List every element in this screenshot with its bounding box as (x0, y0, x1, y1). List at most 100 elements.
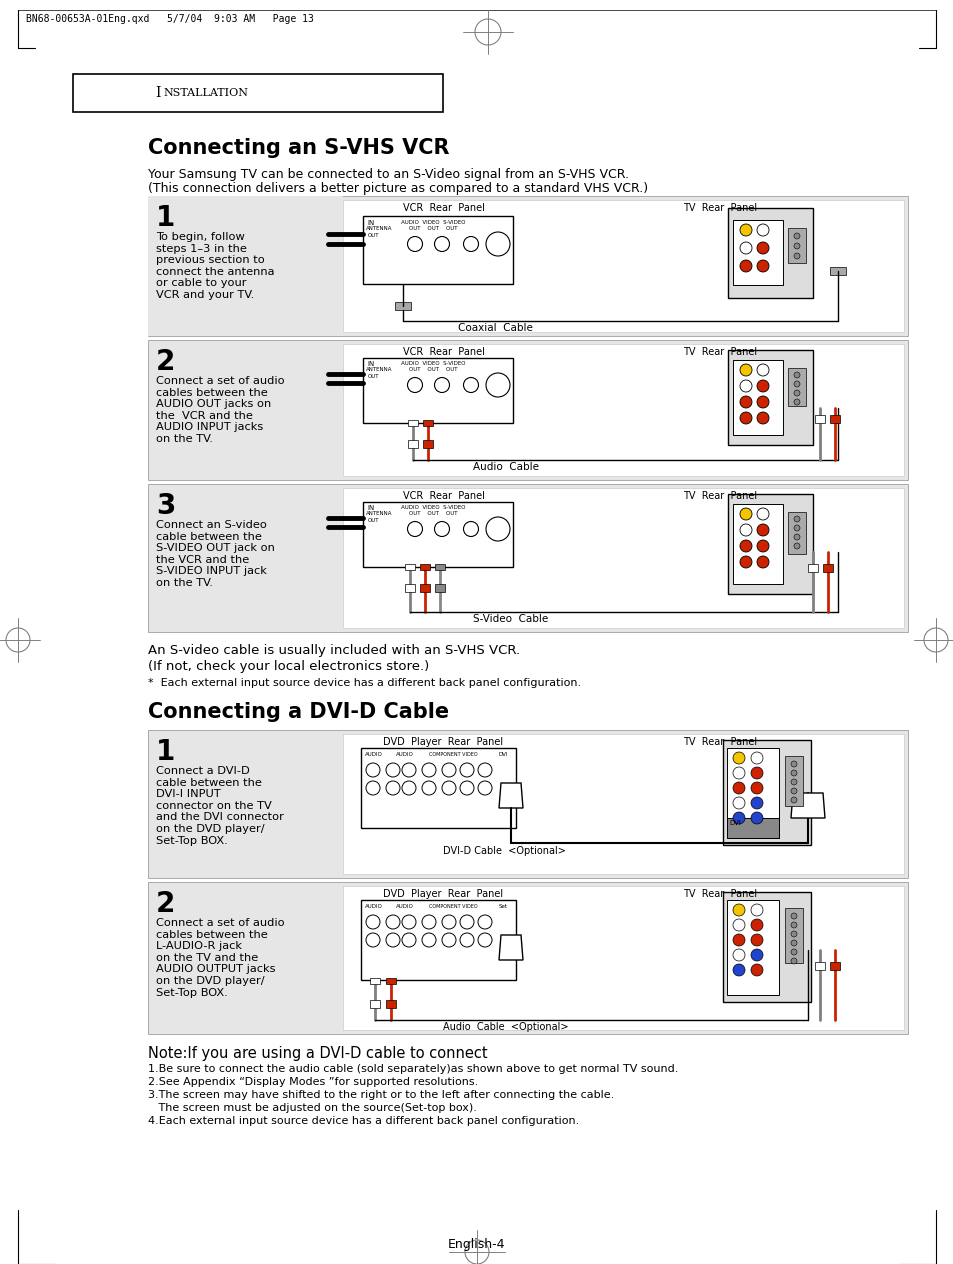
Circle shape (750, 949, 762, 961)
Bar (435, 564, 444, 570)
Text: To begin, follow
steps 1–3 in the
previous section to
connect the antenna
or cab: To begin, follow steps 1–3 in the previo… (156, 233, 274, 300)
Circle shape (790, 770, 796, 776)
Bar (405, 564, 415, 570)
Circle shape (793, 544, 800, 549)
Circle shape (793, 233, 800, 239)
Bar (360, 748, 516, 828)
Text: OUT    OUT    OUT: OUT OUT OUT (409, 367, 457, 372)
Bar (148, 882, 907, 1034)
Text: AUDIO: AUDIO (365, 904, 382, 909)
Text: English-4: English-4 (448, 1237, 505, 1251)
Circle shape (750, 964, 762, 976)
Circle shape (790, 932, 796, 937)
Circle shape (740, 260, 751, 272)
Text: TV  Rear  Panel: TV Rear Panel (682, 737, 757, 747)
Bar (814, 962, 824, 969)
Bar (829, 962, 840, 969)
Circle shape (732, 782, 744, 794)
Bar (787, 228, 805, 263)
Text: DVI-D Cable  <Optional>: DVI-D Cable <Optional> (442, 846, 565, 856)
Circle shape (732, 767, 744, 779)
Text: 2: 2 (156, 348, 175, 375)
Text: ANTENNA: ANTENNA (366, 511, 392, 516)
Bar (386, 978, 395, 983)
Bar (727, 209, 812, 298)
Bar (726, 818, 779, 838)
Circle shape (790, 787, 796, 794)
Bar (363, 216, 513, 284)
Text: BN68-00653A-01Eng.qxd   5/7/04  9:03 AM   Page 13: BN68-00653A-01Eng.qxd 5/7/04 9:03 AM Pag… (26, 14, 314, 24)
Text: VCR  Rear  Panel: VCR Rear Panel (402, 490, 484, 501)
Circle shape (740, 508, 751, 520)
Bar (419, 584, 430, 592)
Circle shape (793, 391, 800, 396)
Circle shape (757, 412, 768, 423)
Bar (73, 75, 442, 112)
Text: S-Video  Cable: S-Video Cable (473, 614, 548, 624)
Text: OUT    OUT    OUT: OUT OUT OUT (409, 511, 457, 516)
Bar (787, 368, 805, 406)
Text: OUT: OUT (368, 374, 379, 379)
Circle shape (750, 767, 762, 779)
Circle shape (750, 798, 762, 809)
Polygon shape (498, 935, 522, 959)
Text: (This connection delivers a better picture as compared to a standard VHS VCR.): (This connection delivers a better pictu… (148, 182, 647, 195)
Bar (807, 564, 817, 573)
Circle shape (793, 372, 800, 378)
Text: TV  Rear  Panel: TV Rear Panel (682, 490, 757, 501)
Text: *  Each external input source device has a different back panel configuration.: * Each external input source device has … (148, 678, 580, 688)
Text: ANTENNA: ANTENNA (366, 226, 392, 231)
Circle shape (757, 540, 768, 552)
Circle shape (757, 525, 768, 536)
Bar (829, 415, 840, 423)
Bar (148, 340, 907, 480)
Text: Connect a set of audio
cables between the
L-AUDIO-R jack
on the TV and the
AUDIO: Connect a set of audio cables between th… (156, 918, 284, 997)
Circle shape (732, 811, 744, 824)
Polygon shape (498, 782, 522, 808)
Text: AUDIO  VIDEO  S-VIDEO: AUDIO VIDEO S-VIDEO (400, 220, 465, 225)
Circle shape (757, 396, 768, 408)
Text: I: I (154, 86, 160, 100)
Circle shape (732, 752, 744, 763)
Bar (726, 900, 779, 995)
Circle shape (793, 516, 800, 522)
Text: AUDIO  VIDEO  S-VIDEO: AUDIO VIDEO S-VIDEO (400, 506, 465, 509)
Bar (386, 1000, 395, 1007)
Text: DVI: DVI (728, 820, 740, 825)
Text: COMPONENT VIDEO: COMPONENT VIDEO (429, 904, 477, 909)
Circle shape (793, 243, 800, 249)
Circle shape (757, 260, 768, 272)
Circle shape (790, 940, 796, 945)
Bar (343, 734, 903, 873)
Circle shape (732, 949, 744, 961)
Bar (419, 564, 430, 570)
Text: Coaxial  Cable: Coaxial Cable (457, 324, 533, 332)
Text: 2.See Appendix “Display Modes ”for supported resolutions.: 2.See Appendix “Display Modes ”for suppo… (148, 1077, 477, 1087)
Circle shape (790, 921, 796, 928)
Circle shape (740, 241, 751, 254)
Bar (727, 350, 812, 445)
Text: OUT: OUT (368, 518, 379, 523)
Bar (822, 564, 832, 573)
Bar (343, 200, 903, 332)
Text: 3.The screen may have shifted to the right or to the left after connecting the c: 3.The screen may have shifted to the rig… (148, 1090, 614, 1100)
Bar (787, 512, 805, 554)
Text: Set: Set (498, 904, 507, 909)
Bar (405, 584, 415, 592)
Bar (732, 360, 782, 435)
Bar (363, 502, 513, 568)
Circle shape (750, 782, 762, 794)
Circle shape (790, 913, 796, 919)
Circle shape (740, 525, 751, 536)
Text: Connect an S-video
cable between the
S-VIDEO OUT jack on
the VCR and the
S-VIDEO: Connect an S-video cable between the S-V… (156, 520, 274, 588)
Text: Connecting an S-VHS VCR: Connecting an S-VHS VCR (148, 138, 449, 158)
Text: 1.Be sure to connect the audio cable (sold separately)as shown above to get norm: 1.Be sure to connect the audio cable (so… (148, 1064, 678, 1074)
Text: (If not, check your local electronics store.): (If not, check your local electronics st… (148, 660, 429, 672)
Bar (722, 892, 810, 1002)
Bar (148, 196, 343, 336)
Text: 1: 1 (156, 738, 175, 766)
Bar (726, 748, 779, 838)
Circle shape (740, 556, 751, 568)
Text: OUT    OUT    OUT: OUT OUT OUT (409, 226, 457, 231)
Text: 3: 3 (156, 492, 175, 520)
